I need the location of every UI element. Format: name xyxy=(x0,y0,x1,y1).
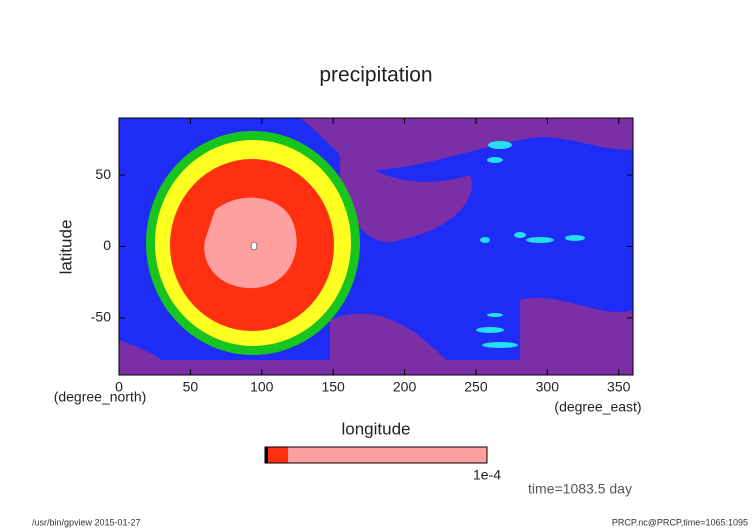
y-tick-label: 0 xyxy=(103,237,111,253)
y-tick-label: 50 xyxy=(95,166,111,182)
x-tick-label: 250 xyxy=(464,379,488,395)
x-units: (degree_east) xyxy=(554,399,641,415)
colorbar-label: 1e-4 xyxy=(473,467,501,483)
x-tick-label: 300 xyxy=(536,379,560,395)
contour-field xyxy=(119,118,633,375)
footer-right: PRCP.nc@PRCP,time=1065:1095 xyxy=(612,517,748,527)
x-tick-label: 350 xyxy=(607,379,631,395)
x-tick-label: 200 xyxy=(393,379,417,395)
x-tick-label: 50 xyxy=(183,379,199,395)
footer-left: /usr/bin/gpview 2015-01-27 xyxy=(32,517,141,527)
colorbar xyxy=(264,446,488,464)
chart-title: precipitation xyxy=(319,64,432,87)
time-note: time=1083.5 day xyxy=(528,481,632,497)
y-units: (degree_north) xyxy=(54,389,147,405)
y-axis-label: latitude xyxy=(56,220,75,275)
x-axis-label: longitude xyxy=(341,419,410,438)
x-tick-label: 100 xyxy=(250,379,274,395)
x-tick-label: 0 xyxy=(115,379,123,395)
y-tick-label: -50 xyxy=(91,309,111,325)
x-tick-label: 150 xyxy=(321,379,345,395)
